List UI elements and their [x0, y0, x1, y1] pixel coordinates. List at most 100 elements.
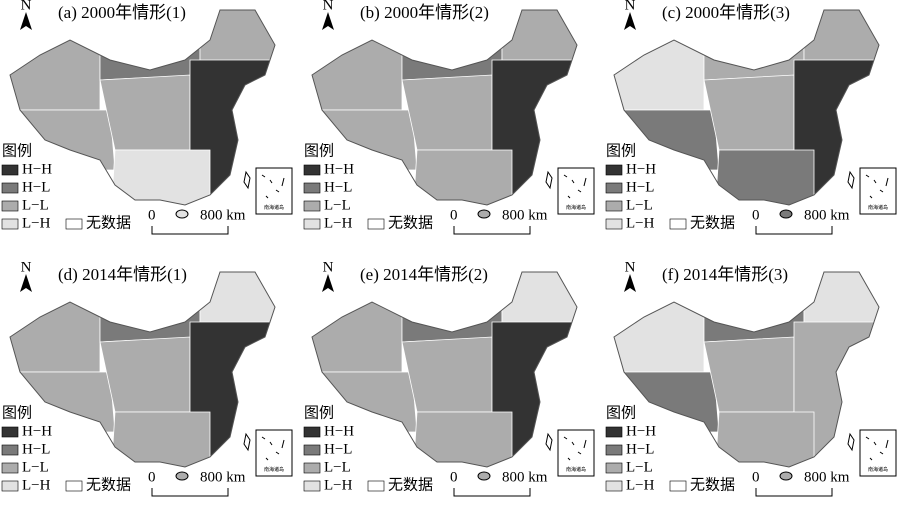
inset-frame — [557, 429, 595, 477]
legend-label: L−H — [22, 215, 51, 231]
scale-bar — [151, 488, 229, 497]
legend-swatch — [605, 164, 623, 176]
legend-label: H−L — [324, 179, 352, 195]
legend-label: H−L — [22, 441, 50, 457]
map-panel: N (f) 2014年情形(3) 图例 H−H H−L L−L L−H 无数据 0 800 km 南… — [605, 259, 897, 497]
inset-frame — [255, 429, 293, 477]
legend-label: L−L — [22, 197, 49, 213]
map — [312, 272, 577, 467]
legend-label: H−H — [324, 161, 354, 177]
taiwan — [243, 170, 251, 190]
legend-swatch — [605, 200, 623, 212]
taiwan — [847, 432, 855, 452]
scale-end: 800 km — [804, 469, 850, 485]
island — [779, 209, 793, 219]
scale-bar — [453, 226, 531, 235]
legend-title: 图例 — [606, 142, 636, 159]
legend-label: L−L — [626, 197, 653, 213]
region — [99, 336, 191, 413]
map-panel: N (e) 2014年情形(2) 图例 H−H H−L L−L L−H 无数据 0 800 km 南… — [303, 259, 595, 497]
legend-label: H−H — [626, 161, 656, 177]
legend-label: H−H — [626, 423, 656, 439]
legend-swatch — [303, 480, 321, 492]
north-arrow — [624, 12, 636, 30]
legend-label: L−L — [324, 459, 351, 475]
legend-label: 无数据 — [690, 476, 735, 493]
north-arrow — [322, 12, 334, 30]
island — [477, 471, 491, 481]
inset-label: 南海诸岛 — [264, 466, 284, 473]
legend-label: 无数据 — [690, 214, 735, 231]
inset-label: 南海诸岛 — [264, 204, 284, 211]
region — [703, 74, 795, 151]
legend-swatch — [1, 182, 19, 194]
legend-label: H−H — [22, 161, 52, 177]
legend-swatch — [1, 164, 19, 176]
legend-title: 图例 — [606, 404, 636, 421]
legend-label: L−L — [324, 197, 351, 213]
region — [10, 371, 116, 433]
region — [614, 109, 720, 171]
legend-label: 无数据 — [86, 476, 131, 493]
map-panel: N (a) 2000年情形(1) 图例 H−H H−L L−L L−H 无数据 0 800 km 南… — [1, 0, 293, 235]
region — [312, 109, 418, 171]
region — [614, 371, 720, 433]
legend-title: 图例 — [2, 142, 32, 159]
inset-islands — [865, 436, 889, 461]
scale-end: 800 km — [804, 207, 850, 223]
scale-bar — [755, 226, 833, 235]
inset-frame — [255, 167, 293, 215]
legend-swatch — [1, 218, 19, 230]
legend-label: 无数据 — [388, 214, 433, 231]
scale-end: 800 km — [502, 207, 548, 223]
legend-swatch — [303, 218, 321, 230]
legend-swatch — [605, 480, 623, 492]
scale-bar — [755, 488, 833, 497]
region — [10, 109, 116, 171]
legend-label: L−H — [324, 477, 353, 493]
north-arrow — [624, 274, 636, 292]
legend-swatch — [303, 164, 321, 176]
legend-swatch — [605, 462, 623, 474]
taiwan — [243, 432, 251, 452]
island — [175, 209, 189, 219]
legend-label: L−L — [22, 459, 49, 475]
inset-frame — [557, 167, 595, 215]
border — [9, 271, 276, 468]
taiwan — [545, 432, 553, 452]
border — [613, 9, 880, 206]
legend-swatch — [605, 444, 623, 456]
region — [401, 336, 493, 413]
north-label: N — [21, 0, 32, 13]
island — [477, 209, 491, 219]
legend-swatch — [669, 480, 687, 492]
panel-title: (f) 2014年情形(3) — [662, 265, 788, 284]
border — [311, 9, 578, 206]
map-panel: N (b) 2000年情形(2) 图例 H−H H−L L−L L−H 无数据 0 800 km 南… — [303, 0, 595, 235]
inset-islands — [261, 174, 285, 199]
legend-label: L−L — [626, 459, 653, 475]
legend-swatch — [303, 200, 321, 212]
legend-swatch — [1, 462, 19, 474]
north-label: N — [625, 0, 636, 13]
scale-start: 0 — [450, 207, 458, 223]
scale-bar — [453, 488, 531, 497]
taiwan — [847, 170, 855, 190]
scale-bar — [151, 226, 229, 235]
legend-swatch — [303, 182, 321, 194]
region — [703, 336, 795, 413]
legend-swatch — [367, 218, 385, 230]
region — [99, 74, 191, 151]
legend-swatch — [1, 480, 19, 492]
legend-label: L−H — [324, 215, 353, 231]
legend-title: 图例 — [2, 404, 32, 421]
inset-label: 南海诸岛 — [868, 204, 888, 211]
legend-swatch — [367, 480, 385, 492]
region — [401, 74, 493, 151]
scale-start: 0 — [148, 207, 156, 223]
scale-start: 0 — [450, 469, 458, 485]
legend-swatch — [65, 218, 83, 230]
inset-frame — [859, 167, 897, 215]
taiwan — [545, 170, 553, 190]
